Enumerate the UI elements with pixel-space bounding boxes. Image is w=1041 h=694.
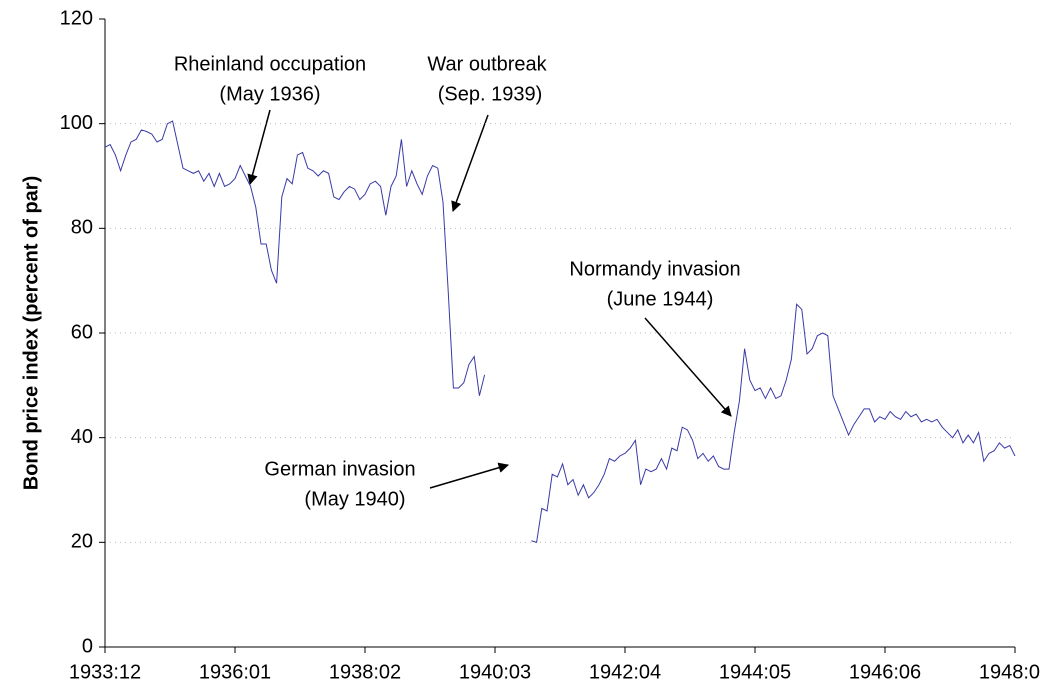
x-tick-label: 1946:06 <box>849 661 921 683</box>
arrow <box>451 114 489 212</box>
annotation: Rheinland occupation <box>174 53 366 75</box>
y-axis-label: Bond price index (percent of par) <box>20 176 42 490</box>
annotation: German invasion <box>264 458 415 480</box>
annotation: War outbreak <box>427 53 547 75</box>
y-tick-label: 20 <box>71 531 93 553</box>
annotation: (May 1936) <box>219 83 320 105</box>
x-tick-label: 1938:02 <box>329 661 401 683</box>
y-tick-label: 40 <box>71 426 93 448</box>
annotation: (Sep. 1939) <box>438 83 543 105</box>
x-tick-label: 1948:07 <box>979 661 1041 683</box>
x-tick-label: 1933:12 <box>69 661 141 683</box>
line <box>104 120 1016 543</box>
y-tick-label: 80 <box>71 217 93 239</box>
arrow <box>644 317 732 417</box>
y-tick-label: 60 <box>71 321 93 343</box>
annotation: (May 1940) <box>304 488 405 510</box>
y-tick-label: 120 <box>60 7 93 29</box>
annotation: Normandy invasion <box>569 258 740 280</box>
x-tick-label: 1944:05 <box>719 661 791 683</box>
y-tick-label: 100 <box>60 112 93 134</box>
x-tick-label: 1936:01 <box>199 661 271 683</box>
x-tick-label: 1942:04 <box>589 661 661 683</box>
arrow <box>429 462 510 489</box>
y-tick-label: 0 <box>82 635 93 657</box>
annotation: (June 1944) <box>607 288 714 310</box>
arrow <box>247 109 271 186</box>
x-tick-label: 1940:03 <box>459 661 531 683</box>
